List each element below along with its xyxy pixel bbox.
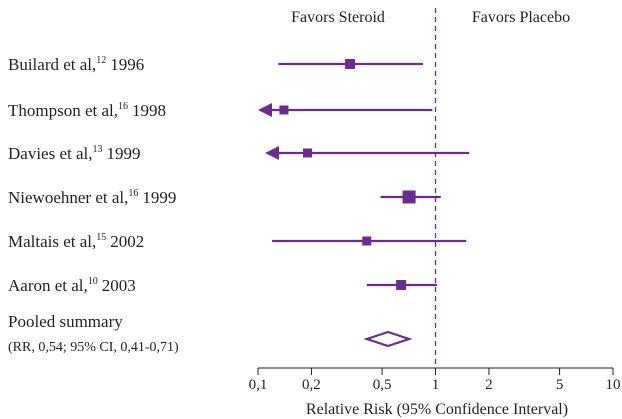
pooled-label: Pooled summary (8, 312, 123, 331)
study-author: Maltais et al, (8, 232, 96, 251)
study-ref: 10 (88, 276, 98, 287)
study-author: Builard et al, (8, 55, 96, 74)
x-tick-label: 0,1 (249, 377, 268, 393)
study-author: Aaron et al, (8, 276, 88, 295)
study-ref: 15 (96, 232, 106, 243)
study-ref: 13 (93, 144, 103, 155)
study-year: 2003 (102, 276, 136, 295)
study-ref: 16 (128, 188, 138, 199)
x-tick-label: 0,2 (302, 377, 321, 393)
estimate-square (279, 105, 289, 115)
study-label: Maltais et al,15 2002 (8, 232, 144, 251)
study-label: Aaron et al,10 2003 (8, 276, 136, 295)
estimate-square (362, 236, 372, 246)
study-author: Davies et al, (8, 144, 93, 163)
study-label: Davies et al,13 1999 (8, 144, 141, 163)
x-tick-label: 2 (485, 377, 493, 393)
ci-arrow (258, 103, 272, 117)
header-right: Favors Placebo (472, 9, 570, 26)
study-label: Thompson et al,16 1998 (8, 101, 166, 120)
ci-arrow (265, 146, 279, 160)
x-tick-label: 10 (606, 377, 621, 393)
estimate-square (396, 280, 407, 290)
study-label: Builard et al,12 1996 (8, 55, 144, 74)
study-year: 1998 (132, 101, 166, 120)
study-year: 1999 (142, 188, 176, 207)
x-tick-label: 1 (432, 377, 440, 393)
x-tick-label: 5 (556, 377, 564, 393)
estimate-square (402, 190, 416, 204)
header-left: Favors Steroid (291, 9, 385, 26)
x-axis-label: Relative Risk (95% Confidence Interval) (306, 401, 568, 418)
study-ref: 12 (96, 55, 106, 66)
study-ref: 16 (118, 101, 128, 112)
study-author: Thompson et al, (8, 101, 118, 120)
pooled-text: (RR, 0,54; 95% CI, 0,41-0,71) (8, 340, 179, 355)
study-year: 2002 (110, 232, 144, 251)
estimate-square (302, 148, 312, 158)
study-year: 1996 (110, 55, 144, 74)
study-year: 1999 (107, 144, 141, 163)
estimate-square (345, 59, 356, 69)
x-tick-label: 0,5 (373, 377, 392, 393)
study-label: Niewoehner et al,16 1999 (8, 188, 176, 207)
study-author: Niewoehner et al, (8, 188, 128, 207)
pooled-diamond (363, 330, 413, 348)
